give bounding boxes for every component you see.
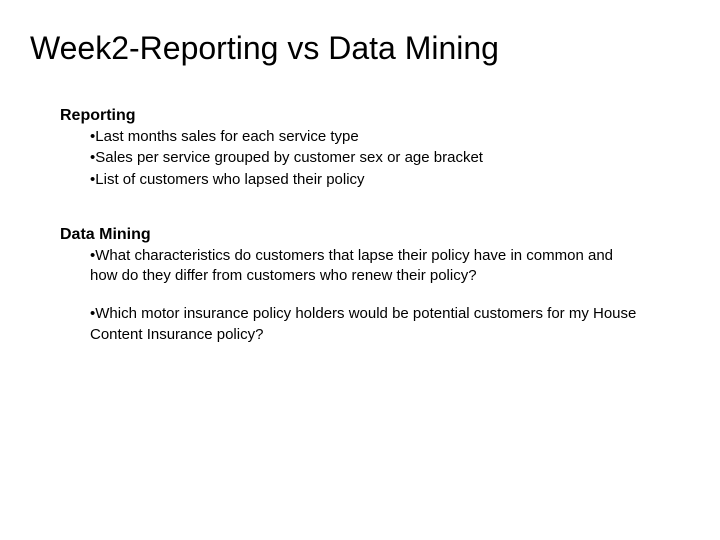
section-heading: Reporting [60,107,690,125]
slide-container: Week2-Reporting vs Data Mining Reporting… [0,0,720,540]
slide-title: Week2-Reporting vs Data Mining [30,30,690,67]
section-reporting: Reporting •Last months sales for each se… [60,107,690,190]
bullet-text: Sales per service grouped by customer se… [95,149,483,166]
bullet-item: •Which motor insurance policy holders wo… [90,304,640,345]
section-data-mining: Data Mining •What characteristics do cus… [60,226,690,345]
bullet-text: List of customers who lapsed their polic… [95,171,364,188]
bullet-item: •List of customers who lapsed their poli… [90,170,690,190]
bullet-list: •What characteristics do customers that … [90,246,690,345]
bullet-text: Last months sales for each service type [95,128,358,145]
bullet-item: •Last months sales for each service type [90,127,690,147]
bullet-text: What characteristics do customers that l… [90,247,613,284]
bullet-item: •What characteristics do customers that … [90,246,640,287]
bullet-text: Which motor insurance policy holders wou… [90,305,636,342]
bullet-list: •Last months sales for each service type… [90,127,690,190]
bullet-item: •Sales per service grouped by customer s… [90,148,690,168]
section-heading: Data Mining [60,226,690,244]
